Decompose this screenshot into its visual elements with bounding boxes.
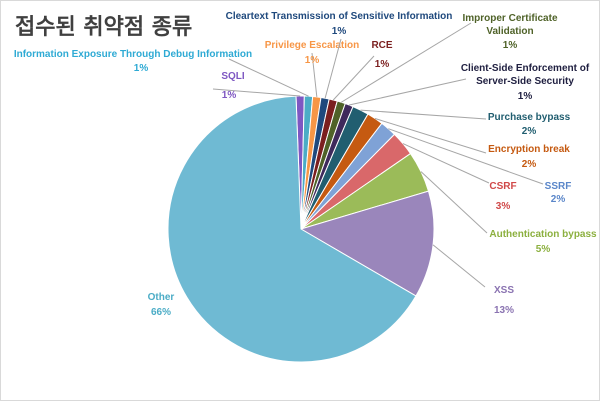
- slice-label: Privilege Escalation: [265, 40, 360, 51]
- leader-line: [311, 52, 318, 98]
- leader-line: [341, 22, 472, 103]
- slice-percent-label: 13%: [494, 305, 514, 316]
- leader-line: [360, 109, 487, 120]
- chart-title: 접수된 취약점 종류: [15, 15, 193, 40]
- leader-line: [212, 88, 301, 97]
- pie-slice-xss: [299, 190, 435, 297]
- slice-label: Purchase bypass: [488, 112, 571, 123]
- slice-percent-label: 5%: [536, 244, 551, 255]
- slice-percent-label: 3%: [496, 201, 511, 212]
- slice-label: SSRF: [545, 181, 572, 192]
- slice-label: RCE: [371, 40, 392, 51]
- leader-line: [349, 78, 467, 106]
- slice-label: Encryption break: [488, 144, 570, 155]
- slice-label: Information Exposure Through Debug Infor…: [14, 49, 252, 60]
- slice-percent-label: 66%: [151, 307, 171, 318]
- slice-percent-label: 1%: [305, 55, 320, 66]
- slice-label: Authentication bypass: [489, 229, 597, 240]
- slice-percent-label: 1%: [222, 90, 237, 101]
- leader-line: [374, 118, 487, 154]
- slice-percent-label: 1%: [332, 26, 347, 37]
- slice-percent-label: 1%: [518, 91, 533, 102]
- leader-line: [402, 143, 490, 184]
- slice-label: SQLI: [221, 71, 245, 82]
- slice-label: XSS: [494, 285, 514, 296]
- leader-line: [228, 58, 309, 97]
- slice-label: Client-Side Enforcement of: [461, 63, 590, 74]
- leader-line: [324, 38, 342, 99]
- slice-label: Other: [148, 292, 175, 303]
- slice-label: CSRF: [489, 181, 516, 192]
- pie-slice-other: [167, 95, 417, 363]
- slice-label: Server-Side Security: [476, 76, 574, 87]
- slice-label: Validation: [486, 26, 533, 37]
- leader-line: [420, 171, 488, 234]
- slice-percent-label: 1%: [375, 59, 390, 70]
- slice-percent-label: 2%: [522, 126, 537, 137]
- leader-line: [432, 244, 486, 288]
- leader-line: [332, 55, 375, 101]
- leader-line: [388, 128, 544, 185]
- slice-label: Improper Certificate: [462, 13, 557, 24]
- slice-label: Cleartext Transmission of Sensitive Info…: [226, 11, 453, 22]
- slice-percent-label: 2%: [551, 194, 566, 205]
- slice-percent-label: 1%: [503, 40, 518, 51]
- slice-percent-label: 2%: [522, 159, 537, 170]
- slice-percent-label: 1%: [134, 63, 149, 74]
